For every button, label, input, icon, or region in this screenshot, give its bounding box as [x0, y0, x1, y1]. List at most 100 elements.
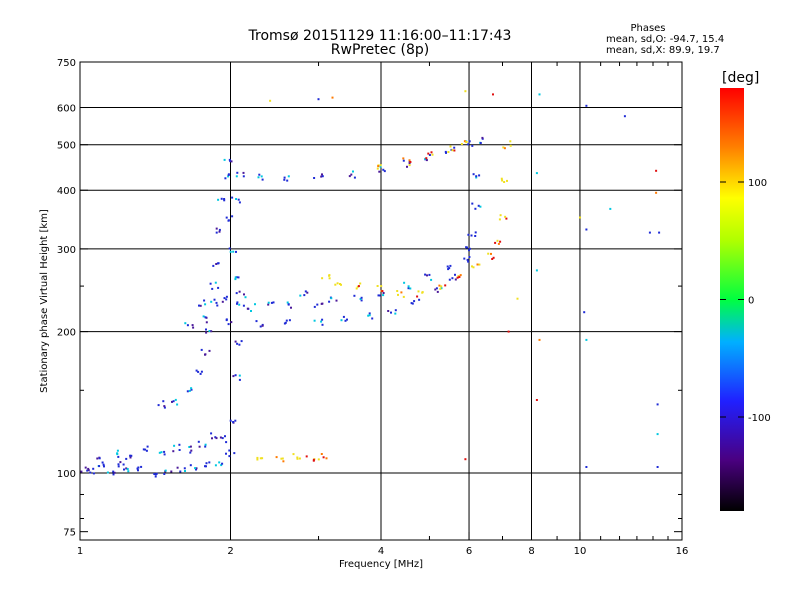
data-point [356, 285, 359, 288]
data-point [656, 403, 659, 406]
data-point [160, 451, 163, 454]
data-point [383, 170, 386, 173]
data-point [228, 455, 231, 458]
data-point [408, 162, 411, 165]
data-point [267, 303, 270, 306]
data-point [231, 215, 234, 218]
data-point [219, 436, 222, 439]
data-point [158, 451, 161, 454]
data-point [189, 464, 192, 467]
data-point [228, 449, 231, 452]
data-point [205, 462, 208, 465]
data-point [335, 299, 338, 302]
data-point [157, 404, 160, 407]
data-point [238, 378, 241, 381]
data-point [221, 300, 224, 303]
data-point [122, 463, 125, 466]
data-point [92, 467, 95, 470]
data-point [117, 455, 120, 458]
data-point [454, 278, 457, 281]
data-point [223, 198, 226, 200]
data-point [330, 297, 333, 300]
data-point [467, 260, 470, 263]
data-point [658, 231, 661, 234]
data-point [154, 475, 157, 478]
data-point [106, 471, 109, 474]
data-point [334, 283, 337, 286]
data-point [496, 239, 499, 242]
data-point [286, 301, 289, 304]
data-point [215, 301, 218, 304]
data-point [267, 301, 270, 304]
data-point [236, 342, 239, 345]
data-point [198, 304, 200, 307]
data-point [475, 176, 478, 179]
data-point [504, 215, 507, 218]
data-point [250, 310, 252, 312]
data-point [474, 231, 477, 234]
data-point [583, 311, 586, 314]
data-point [224, 177, 227, 180]
data-point [89, 471, 92, 474]
data-point [116, 449, 119, 452]
data-point [204, 353, 206, 356]
data-point [255, 320, 258, 323]
data-point [400, 291, 403, 294]
data-point [288, 319, 291, 322]
data-point [440, 287, 443, 290]
data-point [287, 303, 290, 306]
data-point [430, 278, 433, 281]
data-point [191, 324, 194, 327]
data-point [499, 214, 502, 217]
data-point [140, 465, 143, 468]
data-point [87, 469, 90, 472]
data-point [585, 104, 588, 107]
colorbar-tick-label: -100 [748, 413, 771, 424]
data-point [234, 276, 237, 279]
data-point [272, 301, 275, 304]
data-point [472, 173, 475, 176]
data-point [292, 453, 295, 456]
data-point [238, 303, 241, 306]
data-point [137, 469, 139, 472]
data-point [280, 457, 283, 460]
data-point [346, 318, 348, 321]
data-point [503, 181, 506, 183]
x-tick-label: 6 [466, 546, 472, 557]
data-point [233, 452, 236, 455]
data-point [451, 277, 454, 280]
data-point [238, 343, 241, 346]
data-point [270, 301, 273, 304]
data-point [163, 453, 166, 456]
data-point [188, 446, 191, 448]
data-point [153, 473, 156, 475]
data-point [474, 207, 477, 210]
data-point [353, 176, 356, 179]
data-point [352, 170, 354, 173]
data-point [176, 403, 179, 406]
data-point [464, 90, 467, 93]
data-point [312, 459, 315, 462]
data-point [409, 287, 412, 290]
data-point [481, 136, 484, 139]
data-point [230, 160, 233, 163]
data-point [235, 198, 238, 200]
data-point [585, 466, 588, 468]
data-point [214, 281, 217, 284]
data-point [340, 319, 343, 322]
data-point [535, 399, 538, 401]
data-point [376, 167, 379, 170]
data-point [438, 284, 441, 287]
x-tick-label: 1 [77, 546, 83, 557]
data-point [538, 338, 541, 341]
data-point [216, 262, 219, 265]
data-point [137, 466, 140, 469]
data-point [516, 297, 519, 300]
data-point [535, 269, 538, 272]
x-tick-label: 8 [528, 546, 534, 557]
data-point [171, 400, 173, 403]
data-point [479, 142, 482, 144]
data-point [127, 470, 130, 473]
data-point [464, 458, 467, 461]
y-tick-label: 100 [57, 469, 76, 480]
